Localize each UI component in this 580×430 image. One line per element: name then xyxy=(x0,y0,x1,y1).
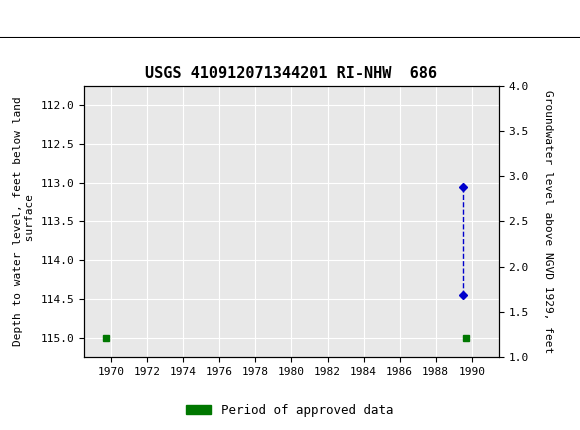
Y-axis label: Groundwater level above NGVD 1929, feet: Groundwater level above NGVD 1929, feet xyxy=(543,90,553,353)
Text: ▒USGS: ▒USGS xyxy=(9,9,59,29)
Title: USGS 410912071344201 RI-NHW  686: USGS 410912071344201 RI-NHW 686 xyxy=(146,66,437,81)
Legend: Period of approved data: Period of approved data xyxy=(181,399,399,421)
Y-axis label: Depth to water level, feet below land
 surface: Depth to water level, feet below land su… xyxy=(13,97,35,346)
